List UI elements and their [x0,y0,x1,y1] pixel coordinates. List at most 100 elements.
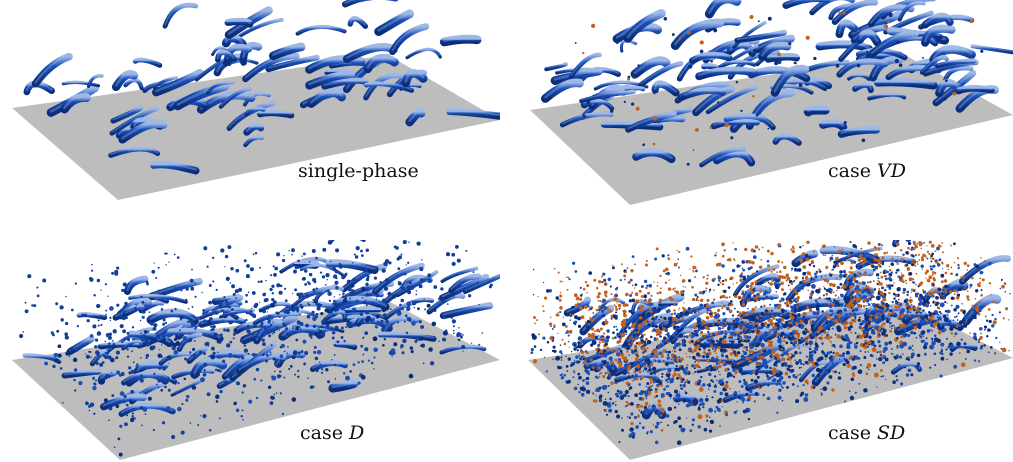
particle-dot [784,371,789,376]
particle-dot [834,314,839,319]
particle-dot [958,320,964,325]
particle-dot [792,330,795,333]
particle-dot [807,289,809,292]
particle-dot [361,296,364,299]
particle-dot [192,374,195,377]
vortex-tube-highlight [140,300,163,311]
particle-dot [858,264,861,266]
particle-dot [301,278,304,281]
particle-dot [705,287,708,290]
particle-dot [683,302,685,304]
particle-dot [577,372,581,376]
particle-dot [631,255,635,258]
particle-dot [810,293,813,297]
particle-dot [656,383,660,387]
particle-dot [674,419,678,424]
vortex-tube [173,81,230,111]
particle-dot [701,402,705,406]
particle-dot [601,353,604,356]
particle-dot [125,316,128,320]
particle-dot [960,362,966,368]
particle-dot [753,294,757,298]
particle-dot [419,267,424,272]
particle-dot [790,352,793,356]
particle-dot [294,265,299,270]
particle-dot [942,314,947,319]
particle-dot [452,325,456,328]
particle-dot [838,354,842,357]
particle-dot [131,326,135,329]
particle-dot [722,304,727,308]
vortex-tube-highlight [176,83,227,106]
particle-dot [689,350,692,353]
particle-dot [86,319,90,323]
particle-dot [384,284,387,287]
particle-dot [228,305,231,309]
particle-dot [687,307,691,311]
particle-dot [809,295,813,300]
particle-dot [92,385,97,391]
particle-dot [663,17,668,21]
particle-dot [804,327,807,330]
particle-dot [694,327,697,329]
vortex-tube-highlight [894,240,897,244]
particle-dot [591,366,595,369]
particle-dot [730,363,733,366]
particle-dot [655,337,659,341]
particle-dot [773,325,778,329]
particle-dot [877,242,881,247]
particle-dot [786,276,791,281]
particle-dot [217,337,219,340]
particle-dot [362,300,367,305]
particle-dot [576,318,579,321]
particle-dot [714,347,717,350]
vortex-tube-highlight [854,82,872,90]
particle-dot [734,293,737,296]
particle-dot [754,280,758,284]
particle-dot [717,346,721,350]
vortex-tube [401,69,428,88]
particle-dot [410,350,414,354]
particle-dot [749,284,753,288]
vortex-tube [158,351,195,366]
particle-dot [411,321,416,326]
particle-dot [102,361,105,364]
particle-dot [782,339,786,343]
particle-dot [649,430,653,434]
particle-dot [634,325,638,329]
particle-dot [892,380,896,384]
particle-dot [752,94,755,98]
particle-dot [318,295,321,297]
particle-dot [739,278,743,282]
vortex-tube-highlight [312,361,346,369]
vortex-tube-highlight [124,303,141,314]
vortex-tube [614,372,661,384]
particle-dot [88,409,91,412]
particle-dot [619,337,622,341]
particle-dot [789,305,793,309]
particle-dot [734,353,737,356]
vortex-tube [782,0,831,9]
particle-dot [878,305,882,310]
particle-dot [286,352,289,355]
particle-dot [794,329,799,334]
particle-dot [767,16,772,21]
particle-dot [654,257,658,261]
particle-dot [919,335,923,339]
particle-dot [799,259,804,263]
particle-dot [659,343,662,345]
particle-dot [915,272,918,275]
particle-dot [408,281,412,285]
particle-dot [185,287,189,291]
particle-dot [269,323,273,327]
vortex-tube-highlight [379,332,435,339]
particle-dot [686,363,689,367]
particle-dot [713,305,716,308]
particle-dot [631,298,636,303]
particle-dot [531,333,535,337]
particle-dot [573,347,577,351]
particle-dot [684,391,688,395]
particle-dot [777,52,781,57]
particle-dot [660,409,665,413]
particle-dot [953,261,956,264]
